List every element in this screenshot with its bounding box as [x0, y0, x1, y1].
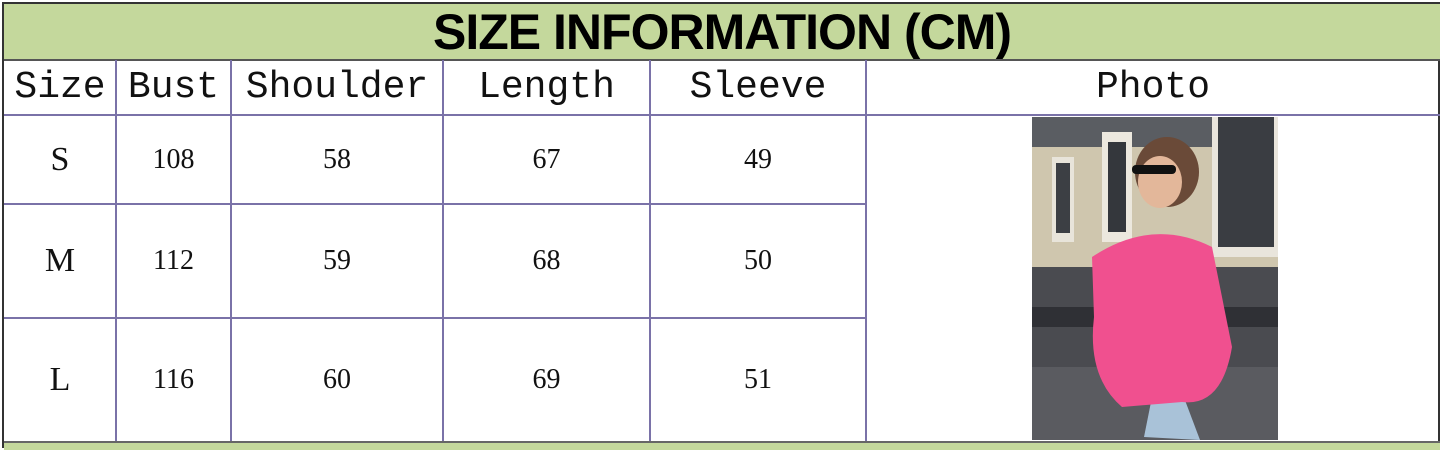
header-shoulder: Shoulder [245, 66, 429, 109]
size-l: L [49, 360, 71, 398]
grid-line [4, 317, 866, 319]
chart-title: SIZE INFORMATION (CM) [4, 4, 1440, 60]
bust-l: 116 [153, 363, 194, 395]
header-length: Length [478, 66, 615, 109]
header-photo: Photo [1095, 66, 1211, 109]
shoulder-m: 59 [323, 245, 351, 276]
header-sleeve: Sleeve [689, 66, 827, 109]
sleeve-s: 49 [744, 143, 772, 175]
bust-s: 108 [152, 143, 195, 175]
grid-line [4, 203, 866, 205]
size-s: S [50, 140, 70, 178]
shoulder-l: 60 [323, 363, 351, 395]
grid-line [649, 60, 651, 441]
length-s: 67 [532, 143, 561, 175]
grid-line [4, 59, 1440, 61]
footer-band [4, 441, 1440, 450]
grid-line [442, 60, 444, 441]
header-bust: Bust [127, 66, 220, 109]
size-m: M [44, 242, 76, 279]
length-m: 68 [532, 245, 561, 276]
length-l: 69 [532, 363, 561, 395]
header-size: Size [14, 66, 106, 109]
shoulder-s: 58 [323, 143, 351, 175]
grid-line [230, 60, 232, 441]
sleeve-l: 51 [744, 363, 772, 395]
grid-line [865, 60, 867, 441]
product-photo [1032, 117, 1278, 440]
sleeve-m: 50 [744, 245, 772, 276]
grid-line [4, 114, 1440, 116]
bust-m: 112 [153, 245, 194, 276]
grid-line [115, 60, 117, 441]
